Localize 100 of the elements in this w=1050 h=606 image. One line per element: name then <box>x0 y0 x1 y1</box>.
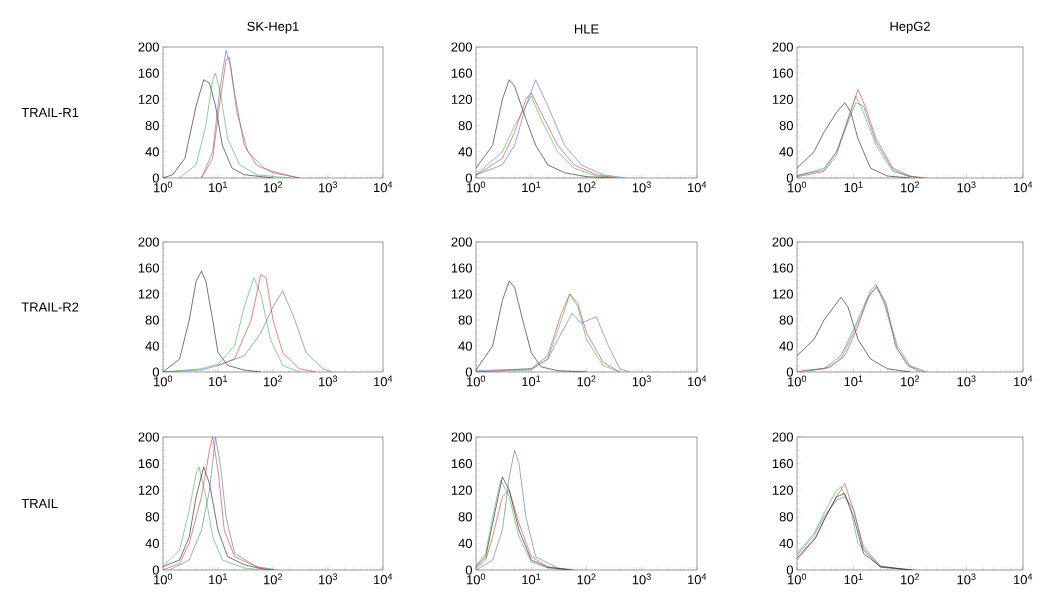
x-tick-label: 10$^{4}$ <box>374 181 393 193</box>
x-tick-label: 10$^{2}$ <box>577 573 596 585</box>
y-tick-label: 200 <box>772 237 793 247</box>
x-tick-label: 10$^{2}$ <box>901 375 920 387</box>
y-tick-label: 40 <box>458 538 472 548</box>
chart-title: HepG2 <box>890 21 930 34</box>
x-tick-label: 10$^{3}$ <box>957 375 976 387</box>
x-tick-label: 10$^{2}$ <box>577 375 596 387</box>
y-tick-label: 160 <box>451 459 472 469</box>
x-tick-label: 10$^{2}$ <box>264 375 283 387</box>
y-tick-label: 80 <box>458 512 472 522</box>
y-tick-label: 120 <box>772 485 793 495</box>
y-tick-label: 120 <box>138 94 159 104</box>
x-tick-label: 10$^{1}$ <box>522 573 541 585</box>
y-tick-label: 80 <box>458 315 472 325</box>
x-tick-label: 10$^{4}$ <box>374 573 393 585</box>
x-tick-label: 10$^{1}$ <box>209 375 228 387</box>
y-tick-label: 160 <box>138 68 159 78</box>
y-tick-label: 0 <box>465 367 472 377</box>
y-tick-label: 80 <box>779 315 793 325</box>
y-tick-label: 200 <box>138 42 159 52</box>
x-tick-label: 10$^{0}$ <box>788 181 807 193</box>
x-tick-label: 10$^{4}$ <box>1014 375 1033 387</box>
x-tick-label: 10$^{0}$ <box>154 181 173 193</box>
y-tick-label: 160 <box>138 459 159 469</box>
y-tick-label: 160 <box>138 263 159 273</box>
x-tick-label: 10$^{1}$ <box>522 181 541 193</box>
y-tick-label: 160 <box>451 263 472 273</box>
y-tick-label: 200 <box>138 237 159 247</box>
x-tick-label: 10$^{1}$ <box>522 375 541 387</box>
y-axis-title: TRAIL <box>21 499 58 508</box>
x-tick-label: 10$^{3}$ <box>632 375 651 387</box>
x-tick-label: 10$^{2}$ <box>264 181 283 193</box>
y-tick-label: 80 <box>145 121 159 131</box>
chart-title: HLE <box>574 24 599 34</box>
x-tick-label: 10$^{0}$ <box>467 375 486 387</box>
y-tick-label: 200 <box>772 42 793 52</box>
y-tick-label: 40 <box>145 147 159 157</box>
y-tick-label: 200 <box>451 237 472 247</box>
x-tick-label: 10$^{3}$ <box>319 181 338 193</box>
x-tick-label: 10$^{3}$ <box>319 375 338 387</box>
y-tick-label: 40 <box>145 341 159 351</box>
x-tick-label: 10$^{1}$ <box>209 573 228 585</box>
y-tick-label: 0 <box>465 173 472 183</box>
y-tick-label: 0 <box>152 565 159 575</box>
y-tick-label: 40 <box>458 147 472 157</box>
x-tick-label: 10$^{4}$ <box>374 375 393 387</box>
y-tick-label: 160 <box>772 263 793 273</box>
y-tick-label: 0 <box>152 173 159 183</box>
y-tick-label: 160 <box>451 68 472 78</box>
x-tick-label: 10$^{4}$ <box>1014 181 1033 193</box>
y-tick-label: 120 <box>138 289 159 299</box>
y-tick-label: 80 <box>779 121 793 131</box>
x-tick-label: 10$^{2}$ <box>901 573 920 585</box>
x-tick-label: 10$^{1}$ <box>844 181 863 193</box>
y-tick-label: 80 <box>779 512 793 522</box>
x-tick-label: 10$^{3}$ <box>957 181 976 193</box>
y-tick-label: 120 <box>138 485 159 495</box>
x-tick-label: 10$^{4}$ <box>688 181 707 193</box>
x-tick-label: 10$^{2}$ <box>901 181 920 193</box>
x-tick-label: 10$^{4}$ <box>688 573 707 585</box>
y-tick-label: 40 <box>779 147 793 157</box>
y-tick-label: 120 <box>772 289 793 299</box>
y-axis-title: TRAIL-R1 <box>21 108 79 117</box>
x-tick-label: 10$^{3}$ <box>632 573 651 585</box>
x-tick-label: 10$^{0}$ <box>154 573 173 585</box>
x-tick-label: 10$^{3}$ <box>957 573 976 585</box>
y-tick-label: 40 <box>458 341 472 351</box>
y-tick-label: 120 <box>451 94 472 104</box>
y-tick-label: 200 <box>772 432 793 442</box>
y-tick-label: 80 <box>145 512 159 522</box>
x-tick-label: 10$^{4}$ <box>1014 573 1033 585</box>
y-tick-label: 0 <box>786 173 793 183</box>
x-tick-label: 10$^{0}$ <box>788 375 807 387</box>
y-tick-label: 120 <box>451 485 472 495</box>
y-tick-label: 0 <box>152 367 159 377</box>
y-tick-label: 120 <box>451 289 472 299</box>
y-tick-label: 120 <box>772 94 793 104</box>
y-tick-label: 0 <box>786 565 793 575</box>
x-tick-label: 10$^{2}$ <box>264 573 283 585</box>
y-tick-label: 160 <box>772 459 793 469</box>
y-tick-label: 200 <box>451 432 472 442</box>
x-tick-label: 10$^{1}$ <box>844 375 863 387</box>
x-tick-label: 10$^{1}$ <box>844 573 863 585</box>
y-tick-label: 40 <box>145 538 159 548</box>
x-tick-label: 10$^{0}$ <box>154 375 173 387</box>
chart-title: SK-Hep1 <box>247 21 299 34</box>
x-tick-label: 10$^{4}$ <box>688 375 707 387</box>
y-tick-label: 200 <box>451 42 472 52</box>
y-tick-label: 40 <box>779 538 793 548</box>
x-tick-label: 10$^{1}$ <box>209 181 228 193</box>
x-tick-label: 10$^{0}$ <box>788 573 807 585</box>
y-tick-label: 80 <box>145 315 159 325</box>
y-tick-label: 80 <box>458 121 472 131</box>
y-tick-label: 160 <box>772 68 793 78</box>
y-tick-label: 0 <box>786 367 793 377</box>
x-tick-label: 10$^{0}$ <box>467 181 486 193</box>
y-axis-title: TRAIL-R2 <box>21 302 79 312</box>
x-tick-label: 10$^{2}$ <box>577 181 596 193</box>
y-tick-label: 40 <box>779 341 793 351</box>
